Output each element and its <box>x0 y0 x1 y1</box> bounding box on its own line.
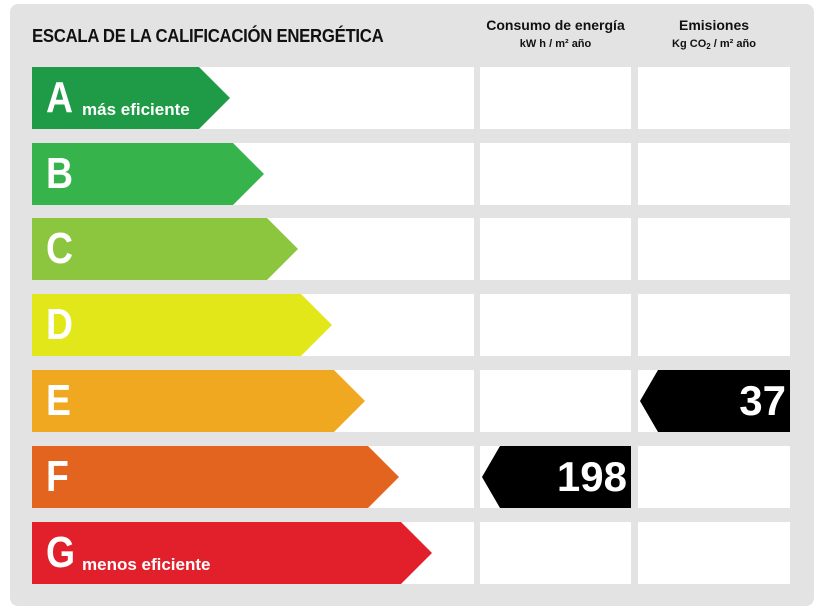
rating-letter: B <box>46 149 74 198</box>
rating-letter: D <box>46 300 74 349</box>
rating-arrow-polygon <box>32 143 264 205</box>
rating-row-f: F 198 <box>0 446 818 508</box>
rating-arrow-polygon <box>32 446 399 508</box>
consumption-cell <box>480 522 631 584</box>
rating-arrow-f: F <box>32 446 399 508</box>
rating-arrow-c: C <box>32 218 298 280</box>
rating-arrow-shape <box>32 446 399 508</box>
consumption-header-title: Consumo de energía <box>486 17 625 33</box>
emissions-cell <box>638 67 790 129</box>
consumption-cell <box>480 67 631 129</box>
emissions-cell <box>638 143 790 205</box>
consumption-header-unit: kW h / m² año <box>519 38 592 50</box>
rating-arrow-d: D <box>32 294 332 356</box>
rating-letter: A <box>46 73 74 122</box>
emissions-cell <box>638 218 790 280</box>
rating-letter: F <box>46 452 69 501</box>
rating-arrow-polygon <box>32 294 332 356</box>
emissions-cell <box>638 522 790 584</box>
rating-arrow-shape <box>32 218 298 280</box>
emissions-unit-pre: Kg CO <box>672 38 707 50</box>
value-arrow-polygon <box>640 370 790 432</box>
label-title: ESCALA DE LA CALIFICACIÓN ENERGÉTICA <box>32 26 384 46</box>
consumption-cell <box>480 294 631 356</box>
consumption-cell <box>480 143 631 205</box>
emissions-cell <box>638 294 790 356</box>
rating-arrow-polygon <box>32 522 432 584</box>
rating-arrow-shape <box>32 522 432 584</box>
emissions-header: Emisiones Kg CO2 / m² año <box>636 17 792 55</box>
emissions-unit-post: / m² año <box>710 38 756 50</box>
rating-letter: G <box>46 528 76 577</box>
consumption-header: Consumo de energía kW h / m² año <box>478 17 633 52</box>
rating-sublabel: más eficiente <box>82 100 190 119</box>
rating-arrow-shape <box>32 370 365 432</box>
consumption-cell <box>480 218 631 280</box>
rating-row-d: D <box>0 294 818 356</box>
rating-row-c: C <box>0 218 818 280</box>
rating-letter: E <box>46 376 71 425</box>
consumption-cell <box>480 370 631 432</box>
rating-row-b: B <box>0 143 818 205</box>
rating-arrow-shape <box>32 143 264 205</box>
consumption-value-arrow: 198 <box>482 446 633 508</box>
rating-arrow-shape <box>32 67 230 129</box>
value-arrow-polygon <box>482 446 631 508</box>
value-arrow-shape <box>482 446 631 508</box>
emissions-value: 37 <box>739 377 786 424</box>
emissions-header-title: Emisiones <box>678 17 750 33</box>
rating-arrow-shape <box>32 294 332 356</box>
rating-arrow-polygon <box>32 218 298 280</box>
emissions-value-arrow: 37 <box>640 370 792 432</box>
rating-letter: C <box>46 224 74 273</box>
consumption-value: 198 <box>556 453 627 500</box>
rating-arrow-polygon <box>32 67 230 129</box>
emissions-unit-sub: 2 <box>706 42 711 51</box>
value-arrow-shape <box>640 370 790 432</box>
rating-arrow-b: B <box>32 143 264 205</box>
rating-row-e: E 37 <box>0 370 818 432</box>
rating-arrow-polygon <box>32 370 365 432</box>
emissions-header-unit: Kg CO2 / m² año <box>636 36 792 55</box>
rating-sublabel: menos eficiente <box>82 555 211 574</box>
rating-arrow-e: E <box>32 370 365 432</box>
emissions-cell <box>638 446 790 508</box>
